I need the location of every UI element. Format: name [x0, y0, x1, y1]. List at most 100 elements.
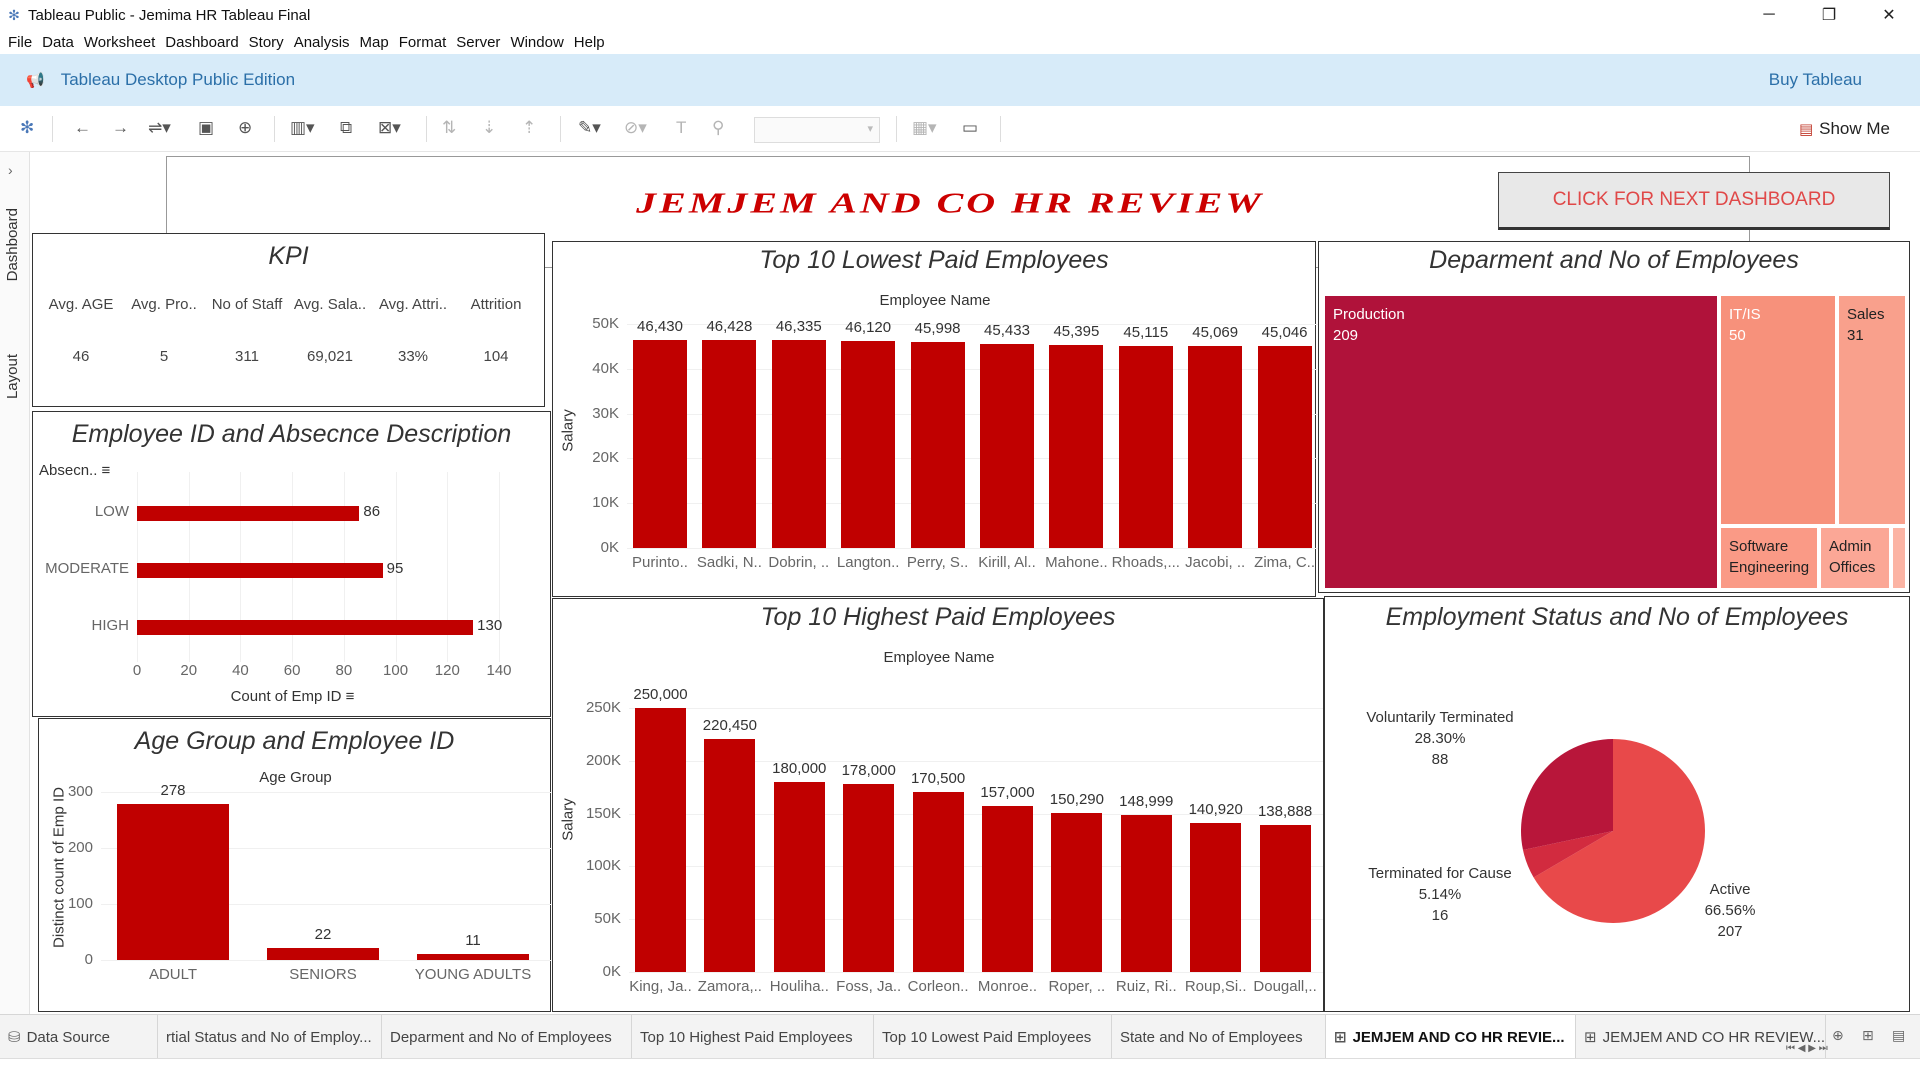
new-dashboard-tab-icon[interactable]: ⊞ — [1862, 1027, 1874, 1043]
bar[interactable] — [1051, 813, 1103, 972]
highlight-icon[interactable]: ✎▾ — [578, 118, 601, 137]
sort-icon[interactable]: ≡ — [101, 462, 111, 479]
bar[interactable] — [1049, 344, 1104, 548]
sort-descending-icon[interactable]: ⇡ — [522, 118, 537, 137]
replay-icon[interactable]: ⇌▾ — [148, 118, 171, 137]
menu-item-story[interactable]: Story — [248, 33, 284, 51]
kpi-header: Avg. Attri.. — [378, 296, 448, 313]
show-me-button[interactable]: ▤ Show Me — [1799, 119, 1890, 139]
redo-icon[interactable]: → — [112, 118, 129, 137]
swap-icon[interactable]: ⇅ — [442, 118, 457, 137]
close-icon[interactable]: ✕ — [1882, 7, 1896, 24]
bar[interactable] — [1118, 345, 1173, 548]
group-icon[interactable]: ⊘▾ — [624, 118, 647, 137]
sort-ascending-icon[interactable]: ⇣ — [482, 118, 497, 137]
bar[interactable] — [704, 739, 756, 972]
buy-tableau-link[interactable]: Buy Tableau — [1768, 70, 1862, 89]
bar[interactable] — [843, 784, 895, 972]
bar[interactable] — [1190, 823, 1242, 972]
label-icon[interactable]: T — [676, 118, 687, 137]
menu-item-format[interactable]: Format — [398, 33, 447, 51]
bar[interactable] — [771, 340, 826, 548]
menu-item-server[interactable]: Server — [456, 33, 501, 51]
category-label: Langton.. — [836, 554, 900, 571]
expand-chevron-icon[interactable]: › — [8, 162, 13, 178]
bar[interactable] — [137, 506, 360, 521]
treemap-cell[interactable]: IT/IS 50 — [1719, 294, 1837, 526]
treemap-cell[interactable] — [1891, 526, 1907, 590]
sheet-tab[interactable]: ⊞ JEMJEM AND CO HR REVIEW... — [1576, 1015, 1826, 1059]
show-cards-icon[interactable]: ▦▾ — [912, 118, 937, 137]
new-datasource-icon[interactable]: ⊕ — [238, 118, 253, 137]
sheet-tab[interactable]: Deparment and No of Employees — [382, 1015, 632, 1059]
treemap-cell[interactable]: Admin Offices — [1819, 526, 1891, 590]
new-worksheet-icon[interactable]: ▥▾ — [290, 118, 315, 137]
bar[interactable] — [137, 563, 383, 578]
absence-x-title-text: Count of Emp ID — [230, 688, 342, 705]
pie-slice[interactable] — [1533, 739, 1705, 923]
pie-slice[interactable] — [1521, 739, 1613, 850]
menu-item-help[interactable]: Help — [573, 33, 605, 51]
tab-scroll-icon[interactable]: ⏮ ◀ ▶ ⏭ — [1786, 1043, 1828, 1054]
sheet-tab[interactable]: ⊞ JEMJEM AND CO HR REVIE... — [1326, 1015, 1576, 1059]
clear-sheet-icon[interactable]: ⊠▾ — [378, 118, 401, 137]
menu-item-map[interactable]: Map — [359, 33, 389, 51]
pin-icon[interactable]: ⚲ — [712, 118, 725, 137]
bar[interactable] — [702, 340, 757, 548]
pie-slice[interactable] — [1522, 831, 1613, 878]
next-dashboard-button[interactable]: CLICK FOR NEXT DASHBOARD — [1498, 172, 1890, 230]
sheet-tab[interactable]: Top 10 Lowest Paid Employees — [874, 1015, 1112, 1059]
menu-item-data[interactable]: Data — [42, 33, 74, 51]
sort-icon[interactable]: ≡ — [345, 688, 355, 705]
bar[interactable] — [910, 341, 965, 548]
bar[interactable] — [912, 791, 964, 972]
new-worksheet-tab-icon[interactable]: ⊕ — [1832, 1027, 1844, 1043]
tableau-home-icon[interactable]: ✻ — [20, 118, 35, 137]
bar[interactable] — [267, 947, 379, 960]
edition-label: Tableau Desktop Public Edition — [60, 70, 296, 89]
employment-panel: Employment Status and No of Employees Vo… — [1324, 596, 1910, 1012]
bar[interactable] — [117, 804, 229, 960]
bar[interactable] — [635, 708, 686, 972]
sheet-tab[interactable]: rtial Status and No of Employ... — [158, 1015, 382, 1059]
bar[interactable] — [773, 781, 825, 972]
tab-layout-side[interactable]: Layout — [4, 354, 21, 400]
new-story-tab-icon[interactable]: ▤ — [1892, 1027, 1906, 1043]
menu-item-worksheet[interactable]: Worksheet — [83, 33, 156, 51]
menu-item-dashboard[interactable]: Dashboard — [165, 33, 239, 51]
treemap-cell[interactable]: Sales 31 — [1837, 294, 1907, 526]
bar[interactable] — [1120, 814, 1172, 972]
bar[interactable] — [1257, 346, 1312, 548]
bar[interactable] — [137, 620, 474, 635]
menu-item-file[interactable]: File — [8, 33, 33, 51]
treemap-cell[interactable]: Production 209 — [1323, 294, 1719, 590]
duplicate-icon[interactable]: ⧉ — [340, 118, 353, 137]
treemap-cell[interactable]: Software Engineering — [1719, 526, 1819, 590]
age-x-title: Age Group — [259, 769, 332, 786]
save-icon[interactable]: ▣ — [198, 118, 215, 137]
menu-item-window[interactable]: Window — [510, 33, 564, 51]
bar[interactable] — [841, 341, 896, 548]
sheet-tab[interactable]: State and No of Employees — [1112, 1015, 1326, 1059]
data-label: 45,395 — [1053, 322, 1100, 340]
sheet-tab-label: JEMJEM AND CO HR REVIEW... — [1602, 1028, 1826, 1046]
data-label: 178,000 — [841, 762, 896, 780]
undo-icon[interactable]: ← — [74, 118, 91, 137]
bar[interactable] — [633, 339, 687, 548]
bar[interactable] — [1259, 825, 1311, 972]
presentation-icon[interactable]: ▭ — [962, 118, 979, 137]
fit-select[interactable] — [754, 117, 880, 143]
menu-item-analysis[interactable]: Analysis — [293, 33, 350, 51]
bar[interactable] — [1188, 346, 1243, 548]
bar[interactable] — [417, 953, 529, 960]
sheet-tab[interactable]: Top 10 Highest Paid Employees — [632, 1015, 874, 1059]
bar[interactable] — [982, 806, 1033, 972]
kpi-value: 46 — [72, 348, 90, 365]
restore-icon[interactable]: ❐ — [1821, 7, 1837, 24]
bar[interactable] — [980, 344, 1034, 548]
minimize-icon[interactable]: ─ — [1763, 6, 1775, 23]
treemap-label: Software Engineering — [1729, 538, 1810, 576]
tab-dashboard-side[interactable]: Dashboard — [4, 208, 21, 282]
sheet-tab[interactable]: ⛁ Data Source — [0, 1015, 158, 1059]
show-me-label: Show Me — [1819, 119, 1890, 138]
